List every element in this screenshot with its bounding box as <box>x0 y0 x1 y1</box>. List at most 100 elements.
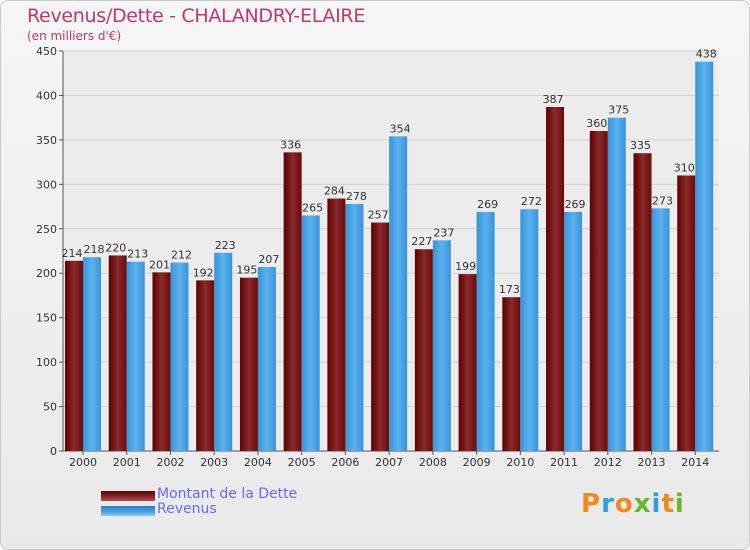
data-label-dette: 195 <box>236 264 257 277</box>
y-tick-label: 0 <box>50 445 57 458</box>
legend-swatch-dette <box>101 491 155 501</box>
y-tick-label: 450 <box>36 45 57 58</box>
data-label-dette: 214 <box>62 247 83 260</box>
data-label-dette: 199 <box>455 260 476 273</box>
data-label-dette: 201 <box>149 258 170 271</box>
bar-revenus <box>389 136 408 452</box>
x-tick-label: 2010 <box>506 456 534 469</box>
y-tick-label: 100 <box>36 356 57 369</box>
x-tick-label: 2012 <box>594 456 622 469</box>
data-label-revenus: 207 <box>258 253 279 266</box>
bar-dette <box>546 107 565 451</box>
bar-revenus <box>432 240 451 451</box>
bar-dette <box>327 198 346 451</box>
data-label-revenus: 278 <box>346 190 367 203</box>
y-tick-label: 200 <box>36 267 57 280</box>
bar-revenus <box>301 215 320 451</box>
chart-title: Revenus/Dette - CHALANDRY-ELAIRE <box>27 5 366 27</box>
logo-letter: i <box>651 489 662 519</box>
data-label-dette: 336 <box>280 138 301 151</box>
data-label-dette: 227 <box>411 235 432 248</box>
data-label-revenus: 438 <box>696 48 717 61</box>
data-label-revenus: 218 <box>84 243 105 256</box>
data-label-revenus: 237 <box>433 226 454 239</box>
bar-dette <box>633 153 652 451</box>
x-tick-label: 2000 <box>69 456 97 469</box>
data-label-dette: 284 <box>324 185 345 198</box>
bar-revenus <box>83 257 101 451</box>
bar-dette <box>239 277 258 451</box>
bar-dette <box>502 297 521 451</box>
data-label-revenus: 269 <box>477 198 498 211</box>
proxiti-logo: Proxiti <box>581 489 685 519</box>
bar-dette <box>108 255 127 451</box>
data-label-dette: 335 <box>630 139 651 152</box>
data-label-revenus: 269 <box>565 198 586 211</box>
legend-label-revenus: Revenus <box>157 501 217 517</box>
bar-revenus <box>695 61 714 452</box>
data-label-dette: 192 <box>193 266 214 279</box>
y-tick-label: 250 <box>36 223 57 236</box>
bar-dette <box>371 222 390 451</box>
x-tick-label: 2001 <box>113 456 141 469</box>
x-tick-label: 2013 <box>638 456 666 469</box>
bar-dette <box>677 175 696 451</box>
bar-revenus <box>476 211 495 451</box>
data-label-revenus: 375 <box>608 104 629 117</box>
legend-label-dette: Montant de la Dette <box>157 486 298 502</box>
logo-letter: r <box>601 489 615 519</box>
data-label-dette: 173 <box>499 283 520 296</box>
bar-dette <box>283 152 302 452</box>
data-label-revenus: 272 <box>521 195 542 208</box>
bar-revenus <box>564 211 583 451</box>
bar-revenus <box>126 261 145 451</box>
data-label-dette: 257 <box>368 209 389 222</box>
bar-dette <box>65 260 83 451</box>
bar-dette <box>458 274 477 451</box>
bar-revenus <box>345 203 364 451</box>
bar-dette <box>152 272 171 451</box>
data-label-dette: 220 <box>105 241 126 254</box>
logo-letter: i <box>674 489 685 519</box>
bar-revenus <box>520 209 539 451</box>
y-tick-label: 350 <box>36 134 57 147</box>
bar-revenus <box>170 262 189 451</box>
bar-revenus <box>651 208 670 451</box>
x-tick-label: 2008 <box>419 456 447 469</box>
bar-revenus <box>607 117 626 452</box>
y-tick-label: 400 <box>36 89 57 102</box>
data-label-dette: 387 <box>543 93 564 106</box>
x-tick-label: 2003 <box>200 456 228 469</box>
x-tick-label: 2011 <box>550 456 578 469</box>
bar-revenus <box>214 252 233 451</box>
data-label-revenus: 265 <box>302 201 323 214</box>
logo-letter: x <box>633 489 652 519</box>
logo-letter: P <box>581 489 602 519</box>
x-tick-label: 2007 <box>375 456 403 469</box>
bar-dette <box>414 249 433 451</box>
data-label-revenus: 354 <box>390 122 411 135</box>
data-label-revenus: 213 <box>127 248 148 261</box>
logo-letter: t <box>661 489 675 519</box>
bar-revenus <box>257 267 276 451</box>
y-tick-label: 50 <box>43 401 57 414</box>
data-label-revenus: 223 <box>215 239 236 252</box>
x-tick-label: 2006 <box>331 456 359 469</box>
data-label-revenus: 273 <box>652 194 673 207</box>
y-tick-label: 150 <box>36 312 57 325</box>
data-label-dette: 360 <box>586 117 607 130</box>
data-label-dette: 310 <box>674 161 695 174</box>
logo-letter: o <box>614 489 634 519</box>
x-tick-label: 2002 <box>156 456 184 469</box>
bar-dette <box>589 131 608 451</box>
x-tick-label: 2004 <box>244 456 272 469</box>
bar-dette <box>196 280 215 451</box>
chart-subtitle: (en milliers d'€) <box>27 29 122 43</box>
x-tick-label: 2009 <box>463 456 491 469</box>
data-label-revenus: 212 <box>171 249 192 262</box>
x-tick-label: 2014 <box>681 456 709 469</box>
x-tick-label: 2005 <box>288 456 316 469</box>
y-tick-label: 300 <box>36 178 57 191</box>
